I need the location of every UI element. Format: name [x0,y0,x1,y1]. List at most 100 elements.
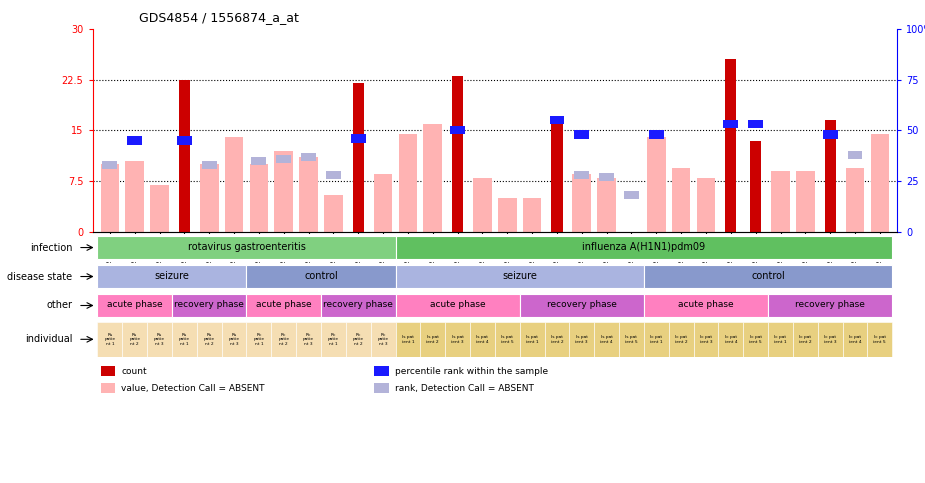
Bar [624,191,639,199]
Bar [824,120,836,232]
Bar [126,161,144,232]
Bar [644,265,893,288]
Bar [445,322,470,356]
Bar [669,322,694,356]
Text: individual: individual [25,334,72,344]
Text: Ic pat
ient 3: Ic pat ient 3 [699,335,712,343]
Text: seizure: seizure [154,271,190,281]
Text: Is pat
ient 5: Is pat ient 5 [625,335,638,343]
Bar [573,174,591,232]
Bar [574,171,589,179]
Bar [725,59,736,232]
Bar [719,322,744,356]
Bar [324,195,343,232]
Bar [346,322,371,356]
Bar [172,294,246,317]
Bar [420,322,445,356]
Bar [396,236,893,259]
Bar [222,322,246,356]
Text: Rc
patie
nt 2: Rc patie nt 2 [352,333,364,346]
Bar [847,151,862,159]
Bar [179,80,190,232]
Text: Rs
patie
nt 1: Rs patie nt 1 [179,333,190,346]
Bar [200,164,218,232]
Text: Ic pat
ient 1: Ic pat ient 1 [650,335,662,343]
Bar [246,294,321,317]
Text: Ic pat
ient 2: Ic pat ient 2 [799,335,811,343]
Text: Is pat
ient 2: Is pat ient 2 [550,335,563,343]
Bar [246,265,396,288]
Bar [523,198,541,232]
Text: other: other [46,300,72,311]
Bar [748,120,763,128]
Bar [197,322,222,356]
Bar [594,322,619,356]
Bar [103,161,117,169]
Text: Rc
patie
nt 2: Rc patie nt 2 [278,333,290,346]
Bar [697,178,715,232]
Text: Rc
patie
nt 1: Rc patie nt 1 [253,333,265,346]
Bar [147,322,172,356]
Bar [97,294,172,317]
Text: acute phase: acute phase [256,300,312,310]
Bar [101,366,115,376]
Text: Rc
patie
nt 3: Rc patie nt 3 [303,333,315,346]
Text: disease state: disease state [7,271,72,282]
Bar [275,151,293,232]
Text: Ic pat
ient 5: Ic pat ient 5 [873,335,886,343]
Bar [101,383,115,393]
Bar [549,116,564,124]
Text: Rs
patie
nt 1: Rs patie nt 1 [105,333,116,346]
Bar [868,322,893,356]
Text: Ic pat
ient 3: Ic pat ient 3 [824,335,836,343]
Bar [570,322,594,356]
Bar [796,171,815,232]
Bar [246,322,271,356]
Text: recovery phase: recovery phase [324,300,393,310]
Text: acute phase: acute phase [430,300,486,310]
Text: Is pat
ient 3: Is pat ient 3 [575,335,588,343]
Bar [271,322,296,356]
Text: recovery phase: recovery phase [547,300,617,310]
Bar [470,322,495,356]
Text: acute phase: acute phase [107,300,163,310]
Text: Is pat
ient 2: Is pat ient 2 [426,335,439,343]
Bar [374,383,388,393]
Bar [122,322,147,356]
Bar [723,120,738,128]
Text: Ic pat
ient 2: Ic pat ient 2 [675,335,687,343]
Bar [296,322,321,356]
Text: Ic pat
ient 5: Ic pat ient 5 [749,335,762,343]
Bar [351,134,365,142]
Bar [818,322,843,356]
Bar [97,236,396,259]
Bar [771,171,790,232]
Text: seizure: seizure [502,271,537,281]
Bar [520,294,644,317]
Text: Rc
patie
nt 3: Rc patie nt 3 [377,333,388,346]
Bar [225,137,243,232]
Bar [574,130,589,139]
Text: acute phase: acute phase [678,300,734,310]
Text: Ic pat
ient 1: Ic pat ient 1 [774,335,787,343]
Bar [870,134,889,232]
Bar [97,265,246,288]
Bar [744,322,768,356]
Text: Rs
patie
nt 2: Rs patie nt 2 [204,333,215,346]
Bar [128,137,142,144]
Bar [97,322,122,356]
Text: count: count [121,367,147,376]
Text: Is pat
ient 4: Is pat ient 4 [476,335,488,343]
Text: Ic pat
ient 4: Ic pat ient 4 [849,335,861,343]
Bar [326,171,341,179]
Bar [520,322,545,356]
Bar [374,174,392,232]
Text: Is pat
ient 5: Is pat ient 5 [501,335,513,343]
Text: GDS4854 / 1556874_a_at: GDS4854 / 1556874_a_at [139,11,299,24]
Text: Rs
patie
nt 3: Rs patie nt 3 [228,333,240,346]
Bar [252,157,266,165]
Bar [172,322,197,356]
Bar [495,322,520,356]
Bar [277,155,291,163]
Bar [644,294,768,317]
